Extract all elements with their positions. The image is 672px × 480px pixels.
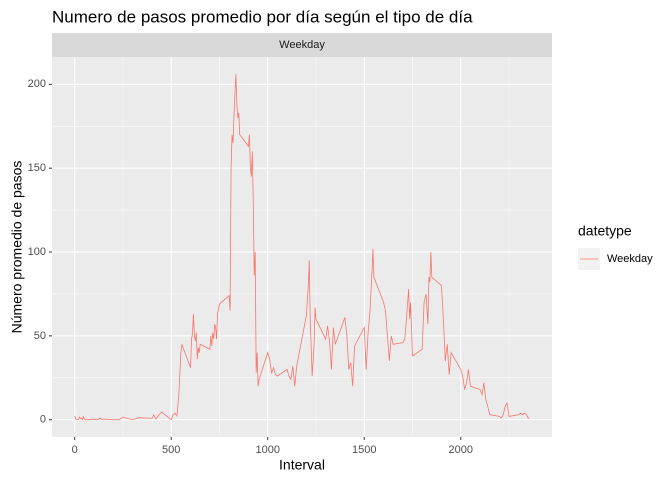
y-tick-label: 100 [28, 246, 46, 258]
x-tick-label: 2000 [449, 444, 473, 456]
legend-title: datetype [578, 223, 632, 239]
y-tick-label: 150 [28, 162, 46, 174]
facet-strip [52, 33, 552, 57]
facet-label: Weekday [279, 39, 325, 51]
legend-label: Weekday [607, 253, 653, 265]
panel [52, 57, 552, 437]
y-tick-label: 0 [40, 414, 46, 426]
x-tick-label: 500 [162, 444, 180, 456]
x-tick-label: 1500 [352, 444, 376, 456]
data-line [74, 74, 530, 421]
y-axis-title: Número promedio de pasos [9, 161, 25, 334]
chart-title: Numero de pasos promedio por día según e… [52, 7, 473, 26]
y-tick-label: 200 [28, 78, 46, 90]
y-tick-label: 50 [34, 330, 46, 342]
x-tick-label: 0 [72, 444, 78, 456]
x-tick-label: 1000 [255, 444, 279, 456]
x-axis-title: Interval [279, 457, 325, 473]
